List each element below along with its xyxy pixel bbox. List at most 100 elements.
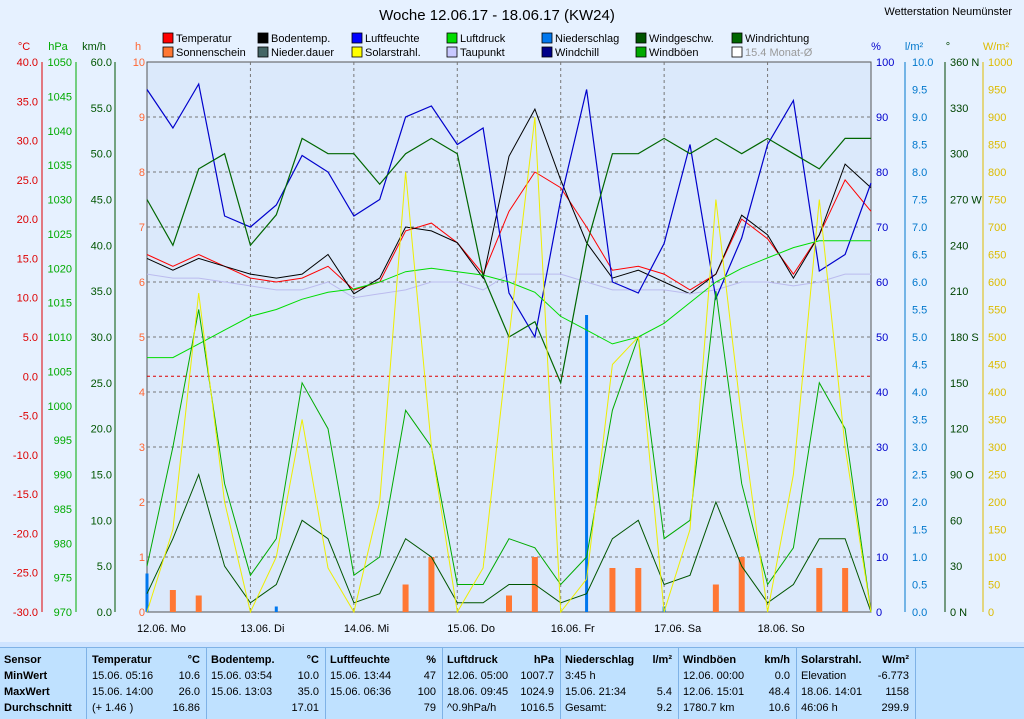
- axis-tick-sun: 2: [139, 497, 145, 509]
- stats-header: Windböen: [683, 654, 737, 666]
- axis-tick-press: 1020: [48, 263, 72, 275]
- stats-cell-label: 15.06. 13:03: [211, 686, 273, 698]
- stats-table: Sensor MinWert MaxWert Durchschnitt Temp…: [0, 647, 1024, 719]
- axis-tick-sun: 7: [139, 222, 145, 234]
- axis-tick-rain: 3.0: [912, 442, 927, 454]
- row-label-sensor: Sensor: [4, 654, 42, 666]
- day-label: 17.06. Sa: [654, 623, 702, 635]
- stats-cell-value: 26.0: [178, 686, 200, 698]
- stats-column-solarstrahl: Solarstrahl. W/m² Elevation -6.773 18.06. 14…: [797, 648, 916, 719]
- stats-header: Luftdruck: [447, 654, 498, 666]
- axis-tick-press: 980: [54, 538, 72, 550]
- axis-tick-temp: -15.0: [13, 489, 38, 501]
- series-line-luftfeuchte: [146, 82, 872, 339]
- day-label: 12.06. Mo: [137, 623, 186, 635]
- stats-column-niederschlag: Niederschlag l/m² 3:45 h 15.06. 21:34 5.4 Ges…: [561, 648, 679, 719]
- stats-row: 15.06. 13:44 47: [330, 670, 436, 684]
- legend-label: Windrichtung: [745, 33, 809, 45]
- chart-title: Woche 12.06.17 - 18.06.17 (KW24): [379, 7, 615, 24]
- axis-tick-solar: 350: [988, 415, 1006, 427]
- stats-column-luftfeuchte: Luftfeuchte% 15.06. 13:44 47 15.06. 06:36 10…: [326, 648, 443, 719]
- axis-tick-rain: 7.0: [912, 222, 927, 234]
- stats-cell-label: 15.06. 06:36: [330, 686, 392, 698]
- sun-bar: [402, 584, 409, 612]
- legend-swatch: [635, 32, 647, 44]
- axis-tick-dir: 330: [950, 103, 968, 115]
- stats-row: 46:06 h 299.9: [801, 702, 909, 716]
- stats-cell-value: 10.6: [178, 670, 200, 682]
- axis-tick-dir: 30: [950, 561, 962, 573]
- series-line-solarstrahl: [146, 116, 872, 614]
- sun-bar: [506, 595, 512, 612]
- axis-tick-temp: 20.0: [17, 214, 38, 226]
- axis-tick-rain: 9.5: [912, 85, 927, 97]
- stats-cell-value: 16.86: [172, 702, 200, 714]
- axis-tick-dir: 210: [950, 286, 968, 298]
- axis-tick-hum: 0: [876, 607, 882, 619]
- series-line-taupunkt: [146, 273, 871, 299]
- day-label: 14.06. Mi: [344, 623, 389, 635]
- axis-tick-rain: 4.5: [912, 360, 927, 372]
- axis-tick-wind: 0.0: [97, 607, 112, 619]
- axis-tick-solar: 50: [988, 580, 1000, 592]
- axis-tick-temp: 40.0: [17, 57, 38, 69]
- series-line-windben: [146, 291, 872, 613]
- stats-row: 15.06. 03:54 10.0: [211, 670, 319, 684]
- stats-cell-label: 12.06. 00:00: [683, 670, 745, 682]
- stats-cell-label: Elevation: [801, 670, 847, 682]
- axis-tick-press: 995: [54, 435, 72, 447]
- axis-tick-solar: 500: [988, 332, 1006, 344]
- axis-tick-sun: 10: [133, 57, 145, 69]
- stats-cell-label: 1780.7 km: [683, 702, 735, 714]
- legend-label: Temperatur: [176, 33, 232, 45]
- axis-tick-press: 1015: [48, 298, 72, 310]
- stats-row: 3:45 h: [565, 670, 672, 684]
- stats-row: 15.06. 14:00 26.0: [92, 686, 200, 700]
- axis-tick-rain: 5.0: [912, 332, 927, 344]
- stats-column-windben: Windböen km/h 12.06. 00:00 0.0 12.06. 15:01 4…: [679, 648, 797, 719]
- axis-tick-temp: -25.0: [13, 568, 38, 580]
- axis-unit-temp: °C: [18, 41, 30, 53]
- axis-tick-temp: -10.0: [13, 450, 38, 462]
- stats-row: Gesamt: 9.2: [565, 702, 672, 716]
- axis-unit-hum: %: [871, 41, 881, 53]
- sun-bar: [738, 557, 745, 612]
- sun-bar: [842, 568, 849, 612]
- day-label: 13.06. Di: [240, 623, 284, 635]
- stats-cell-label: 15.06. 05:16: [92, 670, 154, 682]
- legend-swatch: [351, 32, 363, 44]
- axis-tick-wind: 10.0: [91, 515, 112, 527]
- axis-tick-hum: 20: [876, 497, 888, 509]
- series-line-bodentemp: [146, 107, 872, 295]
- series-line-windgeschw: [146, 472, 872, 613]
- row-label-min: MinWert: [4, 670, 48, 682]
- legend-swatch: [257, 46, 269, 58]
- axis-tick-rain: 2.5: [912, 470, 927, 482]
- axis-tick-sun: 0: [139, 607, 145, 619]
- stats-column-temperatur: Temperatur °C 15.06. 05:16 10.6 15.06. 14:00…: [88, 648, 207, 719]
- stats-cell-value: 1158: [885, 686, 909, 698]
- day-label: 15.06. Do: [447, 623, 495, 635]
- axis-tick-solar: 650: [988, 250, 1006, 262]
- axis-tick-solar: 950: [988, 85, 1006, 97]
- axis-tick-hum: 80: [876, 167, 888, 179]
- stats-unit: °C: [306, 654, 319, 666]
- legend-label: Luftdruck: [460, 33, 506, 45]
- axis-tick-press: 1010: [48, 332, 72, 344]
- axis-tick-temp: 35.0: [17, 96, 38, 108]
- stats-row: 12.06. 15:01 48.4: [683, 686, 790, 700]
- axis-tick-sun: 6: [139, 277, 145, 289]
- axis-tick-hum: 30: [876, 442, 888, 454]
- axis-tick-temp: -20.0: [13, 528, 38, 540]
- axis-tick-sun: 1: [139, 552, 145, 564]
- legend-label: Niederschlag: [555, 33, 619, 45]
- sun-bar: [428, 557, 435, 612]
- axis-tick-dir: 90 O: [950, 470, 974, 482]
- stats-cell-value: 47: [423, 670, 436, 682]
- axis-tick-hum: 60: [876, 277, 888, 289]
- axis-tick-rain: 1.5: [912, 525, 927, 537]
- legend-swatch: [351, 46, 363, 58]
- axis-tick-rain: 7.5: [912, 195, 927, 207]
- legend-swatch: [635, 46, 647, 58]
- stats-cell-value: 1007.7: [520, 670, 554, 682]
